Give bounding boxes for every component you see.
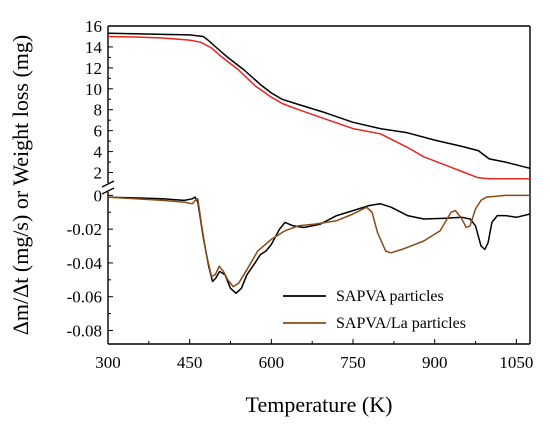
- y-tick-label: 0: [94, 186, 103, 205]
- y-tick-label: 4: [94, 143, 103, 162]
- y-tick-label: 14: [85, 38, 103, 57]
- rate-line-1: [107, 196, 531, 295]
- y-tick-label: -0.08: [67, 321, 102, 340]
- axis-break-marks: [101, 180, 115, 195]
- y-tick-label: 6: [94, 122, 103, 141]
- y-tick-label: -0.06: [67, 288, 102, 307]
- y-tick-labels-rate: 0 -0.02 -0.04 -0.06 -0.08: [67, 186, 103, 340]
- x-tick-label: 900: [422, 353, 448, 372]
- x-axis-title: Temperature (K): [246, 392, 393, 417]
- x-tick-labels: 300 450 600 750 900 1050: [95, 353, 533, 372]
- y-tick-label: 12: [85, 59, 102, 78]
- weight-loss-line-1: [107, 32, 531, 170]
- y-axis-title: Δm/Δt (mg/s) or Weight loss (mg): [8, 35, 33, 336]
- break-mark-upper: [101, 180, 115, 188]
- y-tick-label: 2: [94, 164, 103, 183]
- y-tick-label: -0.04: [67, 254, 103, 273]
- series-lines: [107, 32, 531, 295]
- x-tick-label: 450: [177, 353, 203, 372]
- x-tick-label: 750: [340, 353, 366, 372]
- y-tick-label: 16: [85, 17, 102, 36]
- rate-line-2: [107, 194, 530, 288]
- y-tick-label: -0.02: [67, 220, 102, 239]
- axis-ticks: [107, 25, 517, 344]
- y-tick-labels-weight: 2 4 6 8 10 12 14 16: [85, 17, 103, 183]
- weight-loss-line-2: [107, 35, 530, 180]
- legend: SAPVA particles SAPVA/La particles: [283, 288, 466, 332]
- y-tick-label: 8: [94, 101, 103, 120]
- y-tick-label: 10: [85, 80, 102, 99]
- x-tick-label: 300: [95, 353, 121, 372]
- x-tick-label: 1050: [499, 353, 533, 372]
- plot-frame: [107, 25, 531, 345]
- legend-label: SAPVA/La particles: [336, 315, 466, 332]
- legend-label: SAPVA particles: [336, 288, 444, 305]
- break-mark-lower: [101, 187, 115, 195]
- x-tick-label: 600: [259, 353, 285, 372]
